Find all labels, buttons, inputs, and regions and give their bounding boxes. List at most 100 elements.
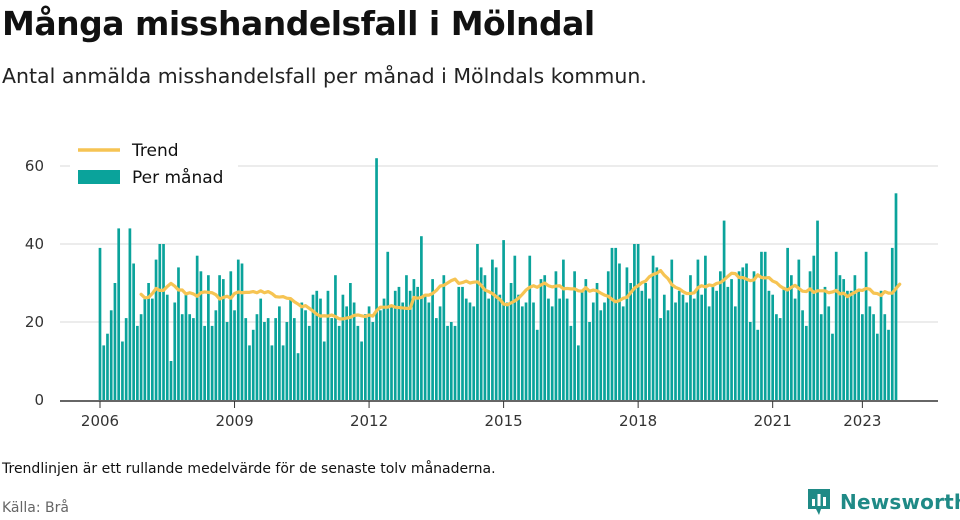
bar (341, 294, 345, 400)
bar (352, 302, 356, 400)
bar (367, 306, 371, 400)
bar (842, 279, 846, 400)
bar (730, 279, 733, 400)
bar (662, 294, 666, 400)
bar (479, 267, 483, 400)
bar (378, 310, 382, 400)
bar (782, 286, 786, 400)
bar (382, 298, 386, 400)
x-tick-label: 2018 (619, 412, 657, 430)
bar (692, 298, 696, 400)
bar (281, 345, 285, 400)
bar (745, 263, 748, 400)
bar (113, 283, 117, 400)
bar (162, 244, 165, 400)
bar (494, 267, 498, 400)
legend-label-trend: Trend (131, 141, 179, 161)
bar (562, 259, 565, 400)
bar (677, 290, 681, 400)
bar (393, 290, 397, 400)
bar (304, 310, 307, 400)
bar (147, 283, 150, 400)
bar (221, 279, 225, 400)
bar (300, 302, 304, 400)
bar (808, 271, 812, 400)
bar (397, 286, 401, 400)
bar (726, 286, 730, 400)
bar (793, 298, 797, 400)
bar (733, 306, 737, 400)
bar (423, 294, 427, 400)
bar (659, 318, 662, 400)
y-tick-label: 40 (25, 235, 44, 253)
bar (685, 302, 689, 400)
bar (106, 333, 109, 400)
bar (838, 275, 842, 400)
bar (801, 310, 804, 400)
bar (550, 306, 554, 400)
bar (771, 294, 775, 400)
bar-chart-speech-bubble-icon (808, 489, 830, 515)
bar (778, 318, 782, 400)
bar (618, 263, 621, 400)
bar (543, 275, 547, 400)
bar (420, 236, 423, 400)
bar (349, 283, 352, 400)
bar (872, 314, 875, 400)
bar (760, 251, 763, 400)
bar (315, 290, 319, 400)
bar (244, 318, 248, 400)
bar (831, 333, 834, 400)
bar (386, 251, 390, 400)
bar (150, 298, 154, 400)
bar (849, 290, 853, 400)
bar (636, 244, 640, 400)
bar (756, 329, 760, 400)
bar (506, 302, 509, 400)
bar (285, 322, 289, 400)
bar (681, 294, 685, 400)
bar (345, 306, 348, 400)
bar (606, 271, 610, 400)
y-tick-label: 0 (34, 391, 44, 409)
bar (528, 255, 532, 400)
bar (700, 294, 704, 400)
bar (875, 333, 879, 400)
bar (651, 255, 655, 400)
bar (569, 325, 573, 400)
bar (603, 302, 606, 400)
bar (375, 158, 378, 400)
bar (356, 325, 360, 400)
bar (240, 263, 244, 400)
x-tick-label: 2015 (485, 412, 523, 430)
bar (139, 314, 143, 400)
bar (666, 310, 670, 400)
bar (670, 259, 674, 400)
bar (861, 314, 864, 400)
bar (591, 302, 595, 400)
bars-per-manad (98, 158, 898, 400)
bar (210, 325, 214, 400)
bar (644, 283, 647, 400)
bar (124, 318, 128, 400)
bar (868, 306, 872, 400)
y-axis-ticks: 0 20 40 60 (25, 157, 44, 409)
bar (879, 290, 883, 400)
bar (599, 310, 603, 400)
bar (192, 318, 195, 400)
bar (98, 247, 102, 400)
bar (883, 314, 887, 400)
bar (203, 325, 206, 400)
bar (509, 283, 513, 400)
bar (752, 271, 756, 400)
bar (737, 271, 741, 400)
brand-logo[interactable]: Newsworthy (806, 487, 960, 517)
bar (625, 267, 629, 400)
bar (214, 310, 218, 400)
bar (259, 298, 263, 400)
bar (322, 341, 326, 400)
bar (289, 298, 292, 400)
bar (180, 314, 184, 400)
bar (102, 345, 106, 400)
bar (188, 314, 192, 400)
